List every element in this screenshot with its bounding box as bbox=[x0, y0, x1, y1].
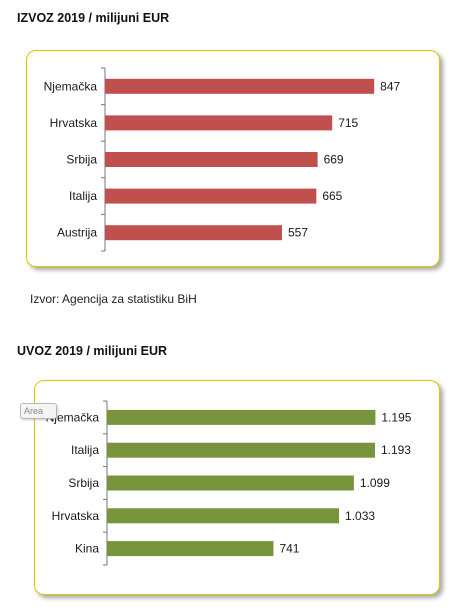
area-tag[interactable]: Area bbox=[20, 403, 57, 419]
import-bar bbox=[107, 541, 274, 557]
export-chart-plot: Njemačka 847 Hrvatska 715 Srbija 669 Italija 66… bbox=[44, 67, 401, 252]
import-chart-plot: Njemačka 1.195 Italija 1.193 Srbija 1.099 Hrva… bbox=[46, 400, 412, 566]
source-note: Izvor: Agencija za statistiku BiH bbox=[30, 292, 197, 306]
import-value-label: 1.033 bbox=[345, 509, 375, 523]
import-y-axis bbox=[103, 400, 108, 566]
export-bar bbox=[105, 152, 318, 167]
import-bar bbox=[107, 409, 376, 425]
export-chart: Njemačka 847 Hrvatska 715 Srbija 669 Italija 66… bbox=[26, 50, 440, 267]
export-category-label: Austrija bbox=[57, 226, 97, 240]
import-chart-title: UVOZ 2019 / milijuni EUR bbox=[17, 344, 168, 358]
export-chart-title: IZVOZ 2019 / milijuni EUR bbox=[17, 11, 170, 25]
export-value-label: 557 bbox=[288, 226, 308, 240]
import-bar bbox=[107, 508, 340, 524]
import-category-label: Srbija bbox=[68, 476, 99, 490]
import-category-label: Kina bbox=[75, 542, 99, 556]
import-category-label: Njemačka bbox=[46, 410, 100, 424]
export-value-label: 669 bbox=[324, 153, 344, 167]
import-bar bbox=[107, 442, 375, 458]
import-chart: Njemačka 1.195 Italija 1.193 Srbija 1.099 Hrva… bbox=[34, 380, 440, 595]
import-category-label: Italija bbox=[71, 443, 99, 457]
import-bar bbox=[107, 475, 354, 491]
export-category-label: Njemačka bbox=[44, 79, 98, 93]
export-value-label: 665 bbox=[322, 189, 342, 203]
import-value-label: 741 bbox=[279, 542, 299, 556]
export-bar bbox=[105, 115, 333, 131]
export-value-label: 715 bbox=[338, 116, 358, 130]
import-value-label: 1.195 bbox=[381, 410, 411, 424]
export-value-label: 847 bbox=[380, 79, 400, 93]
export-category-label: Italija bbox=[69, 189, 97, 203]
export-y-axis bbox=[101, 67, 106, 252]
import-value-label: 1.193 bbox=[381, 443, 411, 457]
export-bar bbox=[105, 225, 283, 241]
export-category-label: Srbija bbox=[66, 153, 97, 167]
export-category-label: Hrvatska bbox=[50, 116, 98, 130]
import-value-label: 1.099 bbox=[360, 476, 390, 490]
export-bar bbox=[105, 188, 317, 204]
export-bar bbox=[105, 78, 375, 94]
import-category-label: Hrvatska bbox=[52, 509, 100, 523]
